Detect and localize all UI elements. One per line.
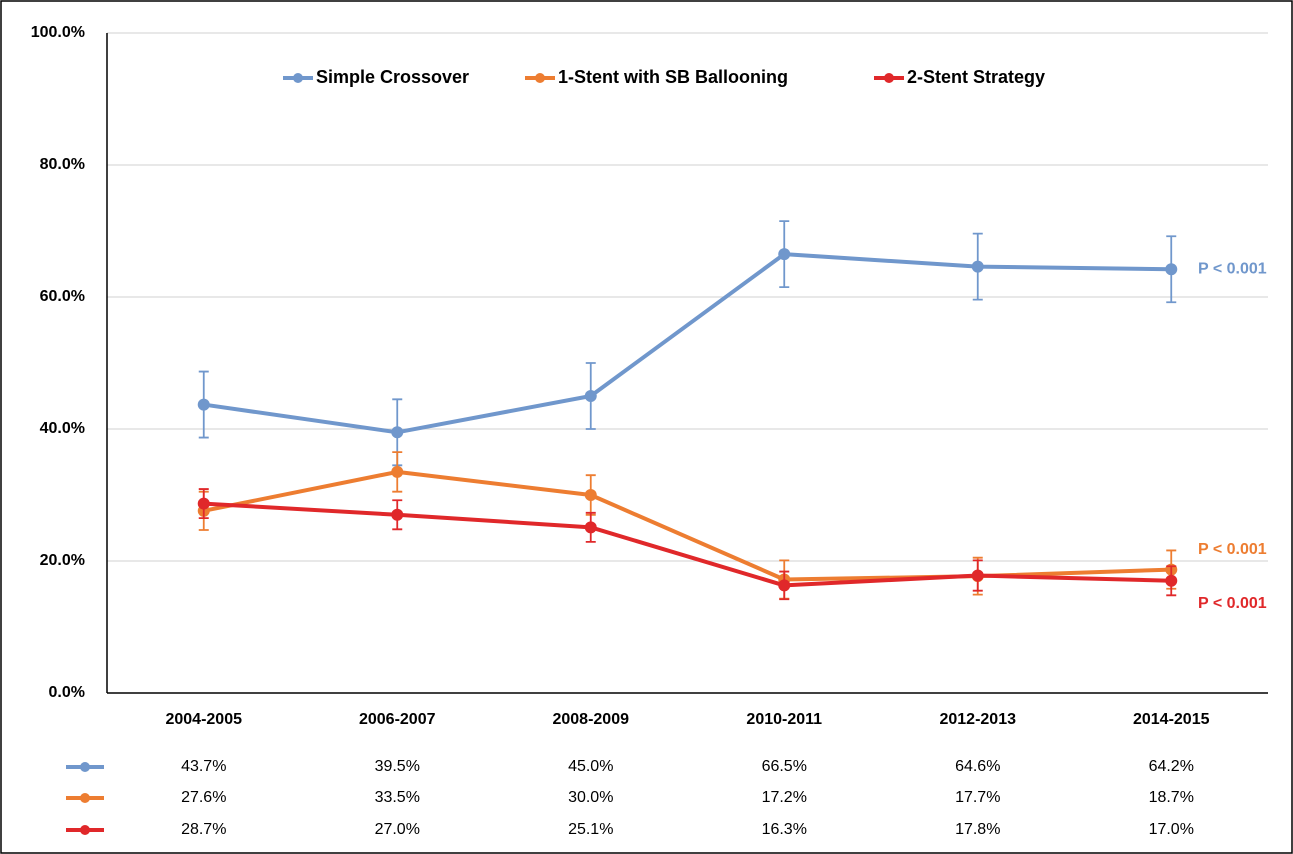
table-value: 17.0% — [1149, 821, 1194, 838]
table-marker — [80, 825, 90, 835]
table-value: 33.5% — [375, 789, 420, 806]
point — [778, 248, 791, 261]
table-value: 39.5% — [375, 758, 420, 775]
point — [584, 390, 597, 402]
annotation: P < 0.001 — [1198, 260, 1267, 277]
table-marker — [80, 793, 90, 803]
point — [197, 398, 210, 411]
x-tick-label: 2008-2009 — [552, 711, 629, 728]
series-line — [203, 252, 1172, 435]
legend-marker — [293, 73, 303, 83]
point — [391, 508, 404, 521]
point — [1165, 574, 1178, 587]
table-value: 45.0% — [568, 758, 613, 775]
table-value: 18.7% — [1149, 789, 1194, 806]
annotation: P < 0.001 — [1198, 541, 1267, 558]
point — [584, 521, 597, 534]
point — [1165, 263, 1178, 276]
series-line — [203, 501, 1172, 588]
table-value: 28.7% — [181, 821, 226, 838]
x-tick-label: 2012-2013 — [939, 711, 1016, 728]
point — [391, 426, 404, 439]
y-tick-label: 20.0% — [40, 552, 85, 569]
table-value: 17.7% — [955, 789, 1000, 806]
x-tick-label: 2006-2007 — [359, 711, 436, 728]
table-value: 43.7% — [181, 758, 226, 775]
point — [584, 489, 597, 501]
y-tick-label: 60.0% — [40, 288, 85, 305]
y-tick-label: 80.0% — [40, 156, 85, 173]
table-value: 66.5% — [762, 758, 807, 775]
table-value: 16.3% — [762, 821, 807, 838]
legend-label: Simple Crossover — [316, 67, 469, 87]
table-value: 17.2% — [762, 789, 807, 806]
legend-label: 1-Stent with SB Ballooning — [558, 67, 788, 87]
table-value: 17.8% — [955, 821, 1000, 838]
table-value: 64.2% — [1149, 758, 1194, 775]
x-tick-label: 2010-2011 — [746, 711, 822, 728]
x-tick-label: 2014-2015 — [1133, 711, 1210, 728]
y-tick-label: 40.0% — [40, 420, 85, 437]
legend-marker — [535, 73, 545, 83]
legend-label: 2-Stent Strategy — [907, 67, 1045, 87]
table-value: 64.6% — [955, 758, 1000, 775]
table-value: 27.0% — [375, 821, 420, 838]
table-marker — [80, 762, 90, 772]
legend-marker — [884, 73, 894, 83]
table-value: 25.1% — [568, 821, 613, 838]
table-value: 27.6% — [181, 789, 226, 806]
point — [197, 497, 210, 510]
point — [971, 260, 984, 273]
x-tick-label: 2004-2005 — [165, 711, 242, 728]
annotation: P < 0.001 — [1198, 595, 1267, 612]
point — [778, 579, 791, 592]
table-value: 30.0% — [568, 789, 613, 806]
point — [391, 465, 404, 478]
point — [971, 569, 984, 582]
y-tick-label: 0.0% — [49, 684, 85, 701]
y-tick-label: 100.0% — [31, 24, 85, 41]
